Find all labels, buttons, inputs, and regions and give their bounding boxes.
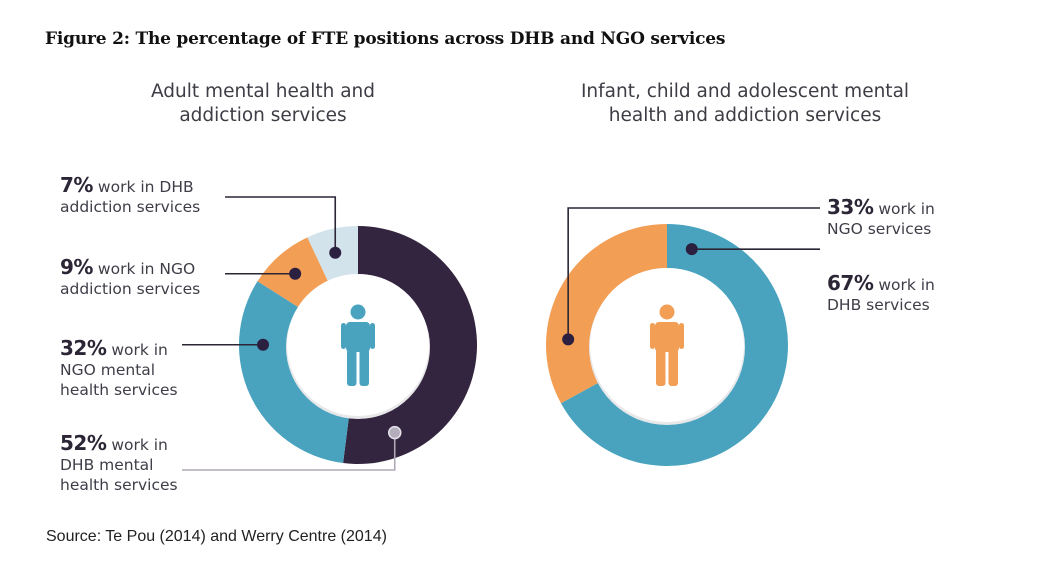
label-line: work in NGO — [97, 260, 196, 278]
adult-leader-line-dhb-mental-health-services — [182, 432, 396, 471]
label-line: NGO mental — [60, 361, 156, 379]
figure-title: Figure 2: The percentage of FTE position… — [45, 29, 726, 49]
pct-value: 67% — [827, 271, 874, 295]
label-ngo-mental-health: 32% work in NGO mental health services — [60, 338, 178, 400]
adult-chart-title: Adult mental health and addiction servic… — [118, 80, 408, 128]
label-line: health services — [60, 476, 178, 494]
label-line: DHB mental — [60, 456, 154, 474]
label-line: work in — [878, 200, 935, 218]
child-slice-ngo-services — [546, 223, 667, 404]
adult-title-line-2: addiction services — [179, 105, 347, 126]
pct-value: 33% — [827, 195, 874, 219]
label-line: DHB services — [827, 296, 930, 314]
label-line: work in — [111, 436, 168, 454]
pct-value: 7% — [60, 173, 93, 197]
label-line: work in — [878, 276, 935, 294]
child-title-line-2: health and addiction services — [608, 105, 882, 126]
child-chart-title: Infant, child and adolescent mental heal… — [540, 80, 950, 128]
child-title-line-1: Infant, child and adolescent mental — [580, 81, 910, 102]
pct-value: 9% — [60, 255, 93, 279]
adult-leader-dot-ngo-mental-health-services — [257, 338, 270, 351]
label-line: work in DHB — [97, 178, 194, 196]
label-line: addiction services — [60, 198, 201, 216]
child-leader-dot-dhb-services — [685, 243, 698, 256]
label-line: work in — [111, 341, 168, 359]
adult-leader-dot-ngo-addiction-services — [289, 267, 302, 280]
label-dhb-services: 67% work in DHB services — [827, 273, 935, 315]
label-ngo-addiction: 9% work in NGO addiction services — [60, 257, 200, 299]
source-note: Source: Te Pou (2014) and Werry Centre (… — [46, 528, 387, 545]
adult-leader-line-dhb-addiction-services — [225, 196, 337, 253]
label-line: health services — [60, 381, 178, 399]
child-leader-dot-ngo-services — [562, 333, 575, 346]
adult-title-line-1: Adult mental health and — [150, 81, 376, 102]
person-icon — [341, 304, 375, 386]
label-dhb-addiction: 7% work in DHB addiction services — [60, 175, 200, 217]
label-dhb-mental-health: 52% work in DHB mental health services — [60, 433, 178, 495]
adult-slice-dhb-mental-health-services — [343, 226, 477, 465]
child-leader-line-ngo-services — [567, 207, 820, 340]
adult-leader-dot-dhb-mental-health-services — [387, 425, 402, 440]
adult-leader-dot-dhb-addiction-services — [329, 246, 342, 259]
label-line: addiction services — [60, 280, 201, 298]
label-line: NGO services — [827, 220, 932, 238]
adult-slice-ngo-mental-health-services — [238, 281, 350, 464]
person-icon — [650, 304, 684, 386]
label-ngo-services: 33% work in NGO services — [827, 197, 935, 239]
pct-value: 52% — [60, 431, 107, 455]
pct-value: 32% — [60, 336, 107, 360]
